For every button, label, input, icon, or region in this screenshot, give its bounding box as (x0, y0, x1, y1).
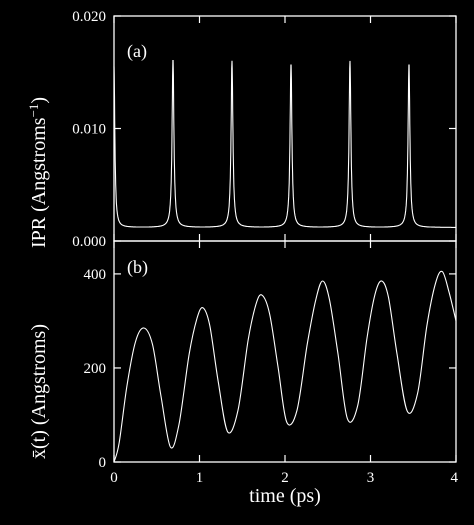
panel-b-y-tick-label: 0 (99, 455, 107, 471)
panel-b-y-tick-label: 200 (84, 361, 107, 377)
panel-b: 0 200 400 0 1 2 3 4 (b) x̄(t) (Angstroms) time… (28, 240, 459, 507)
panel-b-x-tick-label: 0 (110, 470, 118, 486)
panel-b-x-tick-label: 1 (196, 470, 204, 486)
panel-b-x-axis-label: time (ps) (249, 485, 321, 507)
panel-b-position-line (113, 270, 457, 463)
panel-a-y-tick-label: 0.020 (72, 9, 106, 25)
panel-a-y-axis-label-close: ) (28, 97, 50, 104)
panel-b-y-ticks: 0 200 400 (84, 267, 456, 471)
panel-a: 0.000 0.010 0.020 (a) IPR (Angstroms−1) (26, 9, 457, 250)
panel-b-x-tick-label: 4 (451, 470, 459, 486)
panel-a-label: (a) (127, 41, 147, 62)
panel-b-x-ticks: 0 1 2 3 4 (110, 241, 459, 486)
panel-a-y-axis-label: IPR (Angstroms−1) (26, 97, 50, 248)
panel-a-x-ticks (113, 16, 457, 241)
panel-b-x-tick-label: 3 (367, 470, 375, 486)
panel-b-y-tick-label: 400 (84, 267, 107, 283)
panel-b-label: (b) (127, 257, 148, 278)
panel-b-x-tick-label: 2 (281, 470, 289, 486)
panel-a-y-tick-label: 0.010 (72, 122, 106, 138)
panel-b-y-axis-label: x̄(t) (Angstroms) (28, 324, 50, 459)
panel-a-y-tick-label: 0.000 (72, 234, 106, 250)
panel-a-y-axis-label-sup: −1 (26, 104, 41, 118)
panel-a-ipr-line (113, 60, 456, 228)
